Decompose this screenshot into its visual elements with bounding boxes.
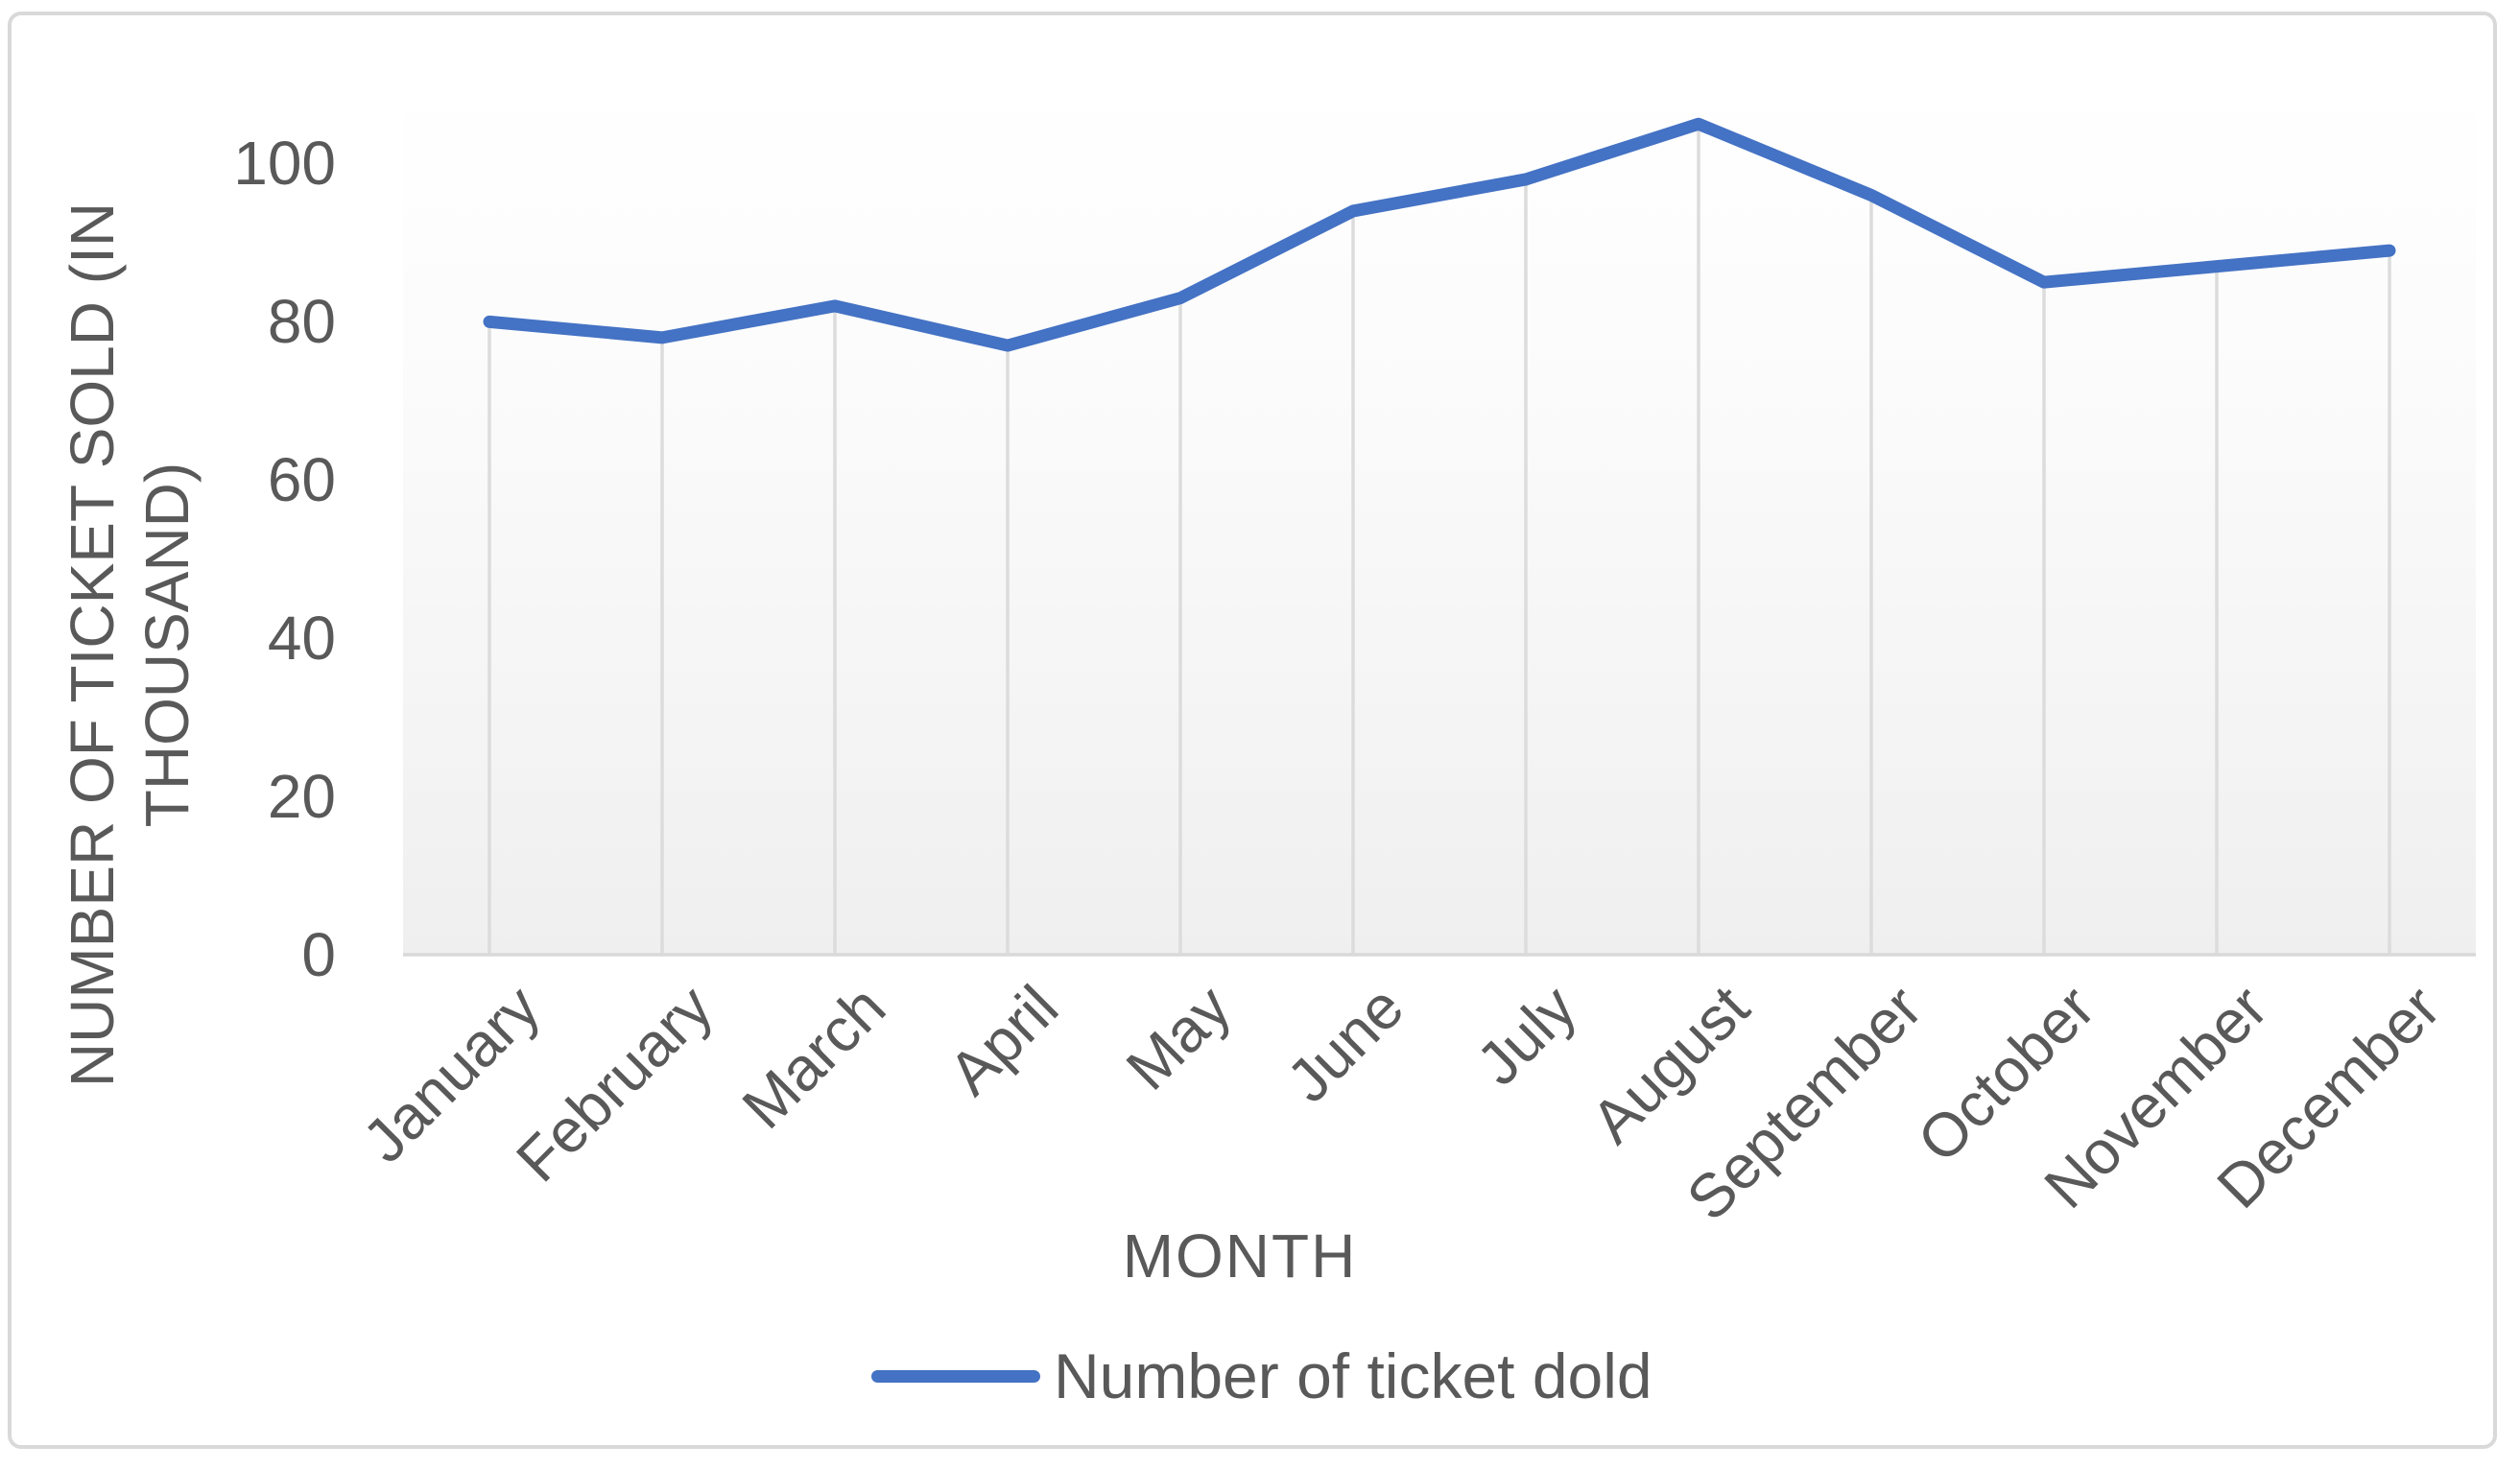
y-axis-title: NUMBER OF TICKET SOLD (IN THOUSAND) [55,59,208,1230]
y-axis-tick-label: 100 [233,129,336,199]
series-line [483,117,2396,352]
legend-label: Number of ticket dold [1054,1340,1652,1411]
y-axis-tick-label: 40 [267,604,336,674]
y-axis-tick-label: 60 [267,445,336,515]
y-axis-title-line2: THOUSAND) [132,462,202,828]
plot-area [403,84,2476,955]
y-axis-tick-label: 20 [267,762,336,832]
legend: Number of ticket dold [871,1340,1652,1411]
legend-line-icon [871,1369,1040,1383]
x-axis-title: MONTH [1122,1221,1358,1291]
y-axis-tick-label: 80 [267,287,336,357]
y-axis-tick-label: 0 [301,920,336,989]
drop-lines-group [487,124,2391,955]
y-axis-title-line1: NUMBER OF TICKET SOLD (IN [58,201,127,1088]
